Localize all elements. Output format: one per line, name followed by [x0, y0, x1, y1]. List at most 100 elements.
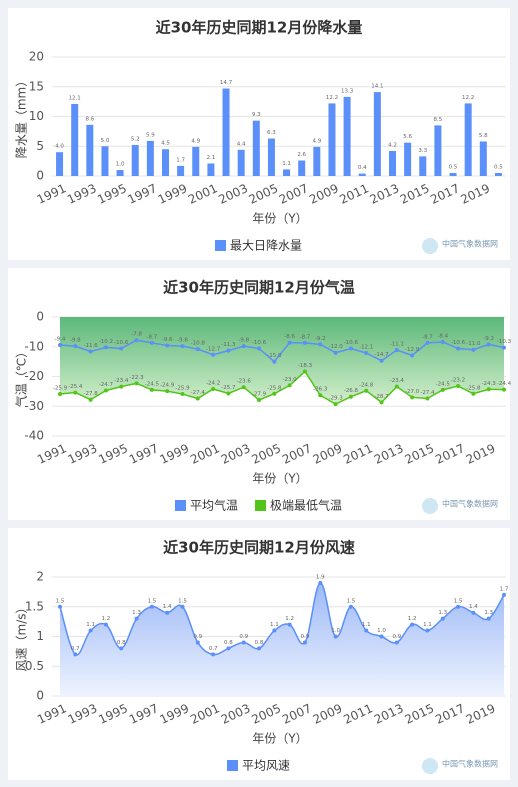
y-tick-label: 0.5 — [25, 659, 44, 673]
value-label: 1.3 — [438, 610, 447, 616]
y-tick-label: 10 — [29, 109, 44, 123]
point — [486, 616, 491, 621]
value-label: 4.4 — [237, 141, 246, 147]
value-label: -10.2 — [99, 339, 113, 345]
value-label: -11.1 — [390, 342, 404, 348]
value-label: 1.9 — [316, 574, 325, 580]
point — [456, 384, 461, 389]
point — [287, 340, 292, 345]
legend-label: 极端最低气温 — [270, 498, 342, 513]
value-label: -12.9 — [405, 347, 420, 353]
value-label: -8.6 — [284, 334, 295, 340]
point — [211, 352, 216, 357]
point — [134, 616, 139, 621]
bar — [146, 140, 154, 176]
bar — [494, 173, 502, 176]
value-label: 1.1 — [423, 622, 432, 628]
chart-title: 近30年历史同期12月份降水量 — [156, 19, 363, 37]
value-label: 5.0 — [101, 138, 110, 144]
point — [257, 346, 262, 351]
point — [149, 340, 154, 345]
y-tick-label: 1.5 — [25, 599, 44, 613]
bar — [71, 104, 79, 176]
point — [302, 369, 307, 374]
value-label: 0.9 — [301, 634, 310, 640]
value-label: 0.7 — [209, 646, 218, 652]
point — [379, 634, 384, 639]
value-label: -12.0 — [328, 344, 343, 350]
point — [88, 349, 93, 354]
point — [302, 640, 307, 645]
legend-label: 平均气温 — [190, 498, 238, 513]
value-label: -12.1 — [359, 344, 373, 350]
value-label: 0.9 — [193, 634, 202, 640]
point — [165, 610, 170, 615]
value-label: 4.2 — [388, 143, 397, 149]
value-label: -24.4 — [497, 381, 512, 387]
point — [394, 348, 399, 353]
value-label: -24.5 — [436, 381, 451, 387]
value-label: -27.4 — [420, 390, 435, 396]
value-label: -15.0 — [267, 353, 282, 359]
value-label: -9.8 — [70, 338, 81, 344]
area-fill — [60, 317, 504, 405]
point — [348, 604, 353, 609]
point — [394, 640, 399, 645]
point — [226, 348, 231, 353]
bar — [177, 165, 185, 176]
point — [425, 340, 430, 345]
value-label: 4.5 — [161, 141, 170, 147]
point — [241, 640, 246, 645]
value-label: -27.4 — [191, 390, 206, 396]
watermark-icon — [422, 758, 438, 774]
value-label: 1.2 — [408, 616, 417, 622]
point — [272, 359, 277, 364]
value-label: 3.3 — [418, 148, 427, 154]
y-tick-label: 1 — [36, 629, 44, 643]
bar — [313, 146, 321, 176]
point — [302, 340, 307, 345]
value-label: -25.9 — [175, 386, 190, 392]
value-label: -25.7 — [221, 385, 236, 391]
bar — [131, 145, 139, 176]
bar — [434, 125, 442, 176]
value-label: -26.8 — [344, 388, 359, 394]
point — [318, 342, 323, 347]
value-label: 1.3 — [484, 610, 493, 616]
value-label: 0.8 — [255, 640, 264, 646]
point — [119, 646, 124, 651]
point — [134, 381, 139, 386]
value-label: -24.2 — [206, 380, 220, 386]
point — [73, 344, 78, 349]
point — [180, 344, 185, 349]
value-label: -25.8 — [466, 385, 481, 391]
value-label: -22.3 — [129, 375, 144, 381]
point — [119, 384, 124, 389]
value-label: -9.8 — [238, 338, 249, 344]
x-axis-title: 年份（Y） — [252, 732, 307, 746]
point — [272, 391, 277, 396]
value-label: -23.4 — [114, 378, 129, 384]
y-tick-label: 5 — [36, 139, 44, 153]
watermark: 中国气象数据网 — [442, 759, 498, 769]
bar — [298, 160, 306, 176]
point — [287, 622, 292, 627]
value-label: 0.9 — [392, 634, 401, 640]
value-label: 1.1 — [270, 622, 279, 628]
value-label: 12.2 — [326, 95, 338, 101]
legend-label: 最大日降水量 — [230, 239, 302, 253]
y-axis-title: 气温（℃） — [14, 346, 29, 407]
point — [471, 610, 476, 615]
value-label: -25.9 — [53, 386, 68, 392]
point — [257, 646, 262, 651]
value-label: 1.0 — [331, 628, 340, 634]
value-label: -18.3 — [298, 363, 313, 369]
chart-title: 近30年历史同期12月份风速 — [163, 539, 355, 557]
value-label: 0.9 — [239, 634, 248, 640]
value-label: -14.7 — [374, 352, 389, 358]
point — [226, 646, 231, 651]
point — [195, 396, 200, 401]
point — [287, 383, 292, 388]
point — [119, 346, 124, 351]
